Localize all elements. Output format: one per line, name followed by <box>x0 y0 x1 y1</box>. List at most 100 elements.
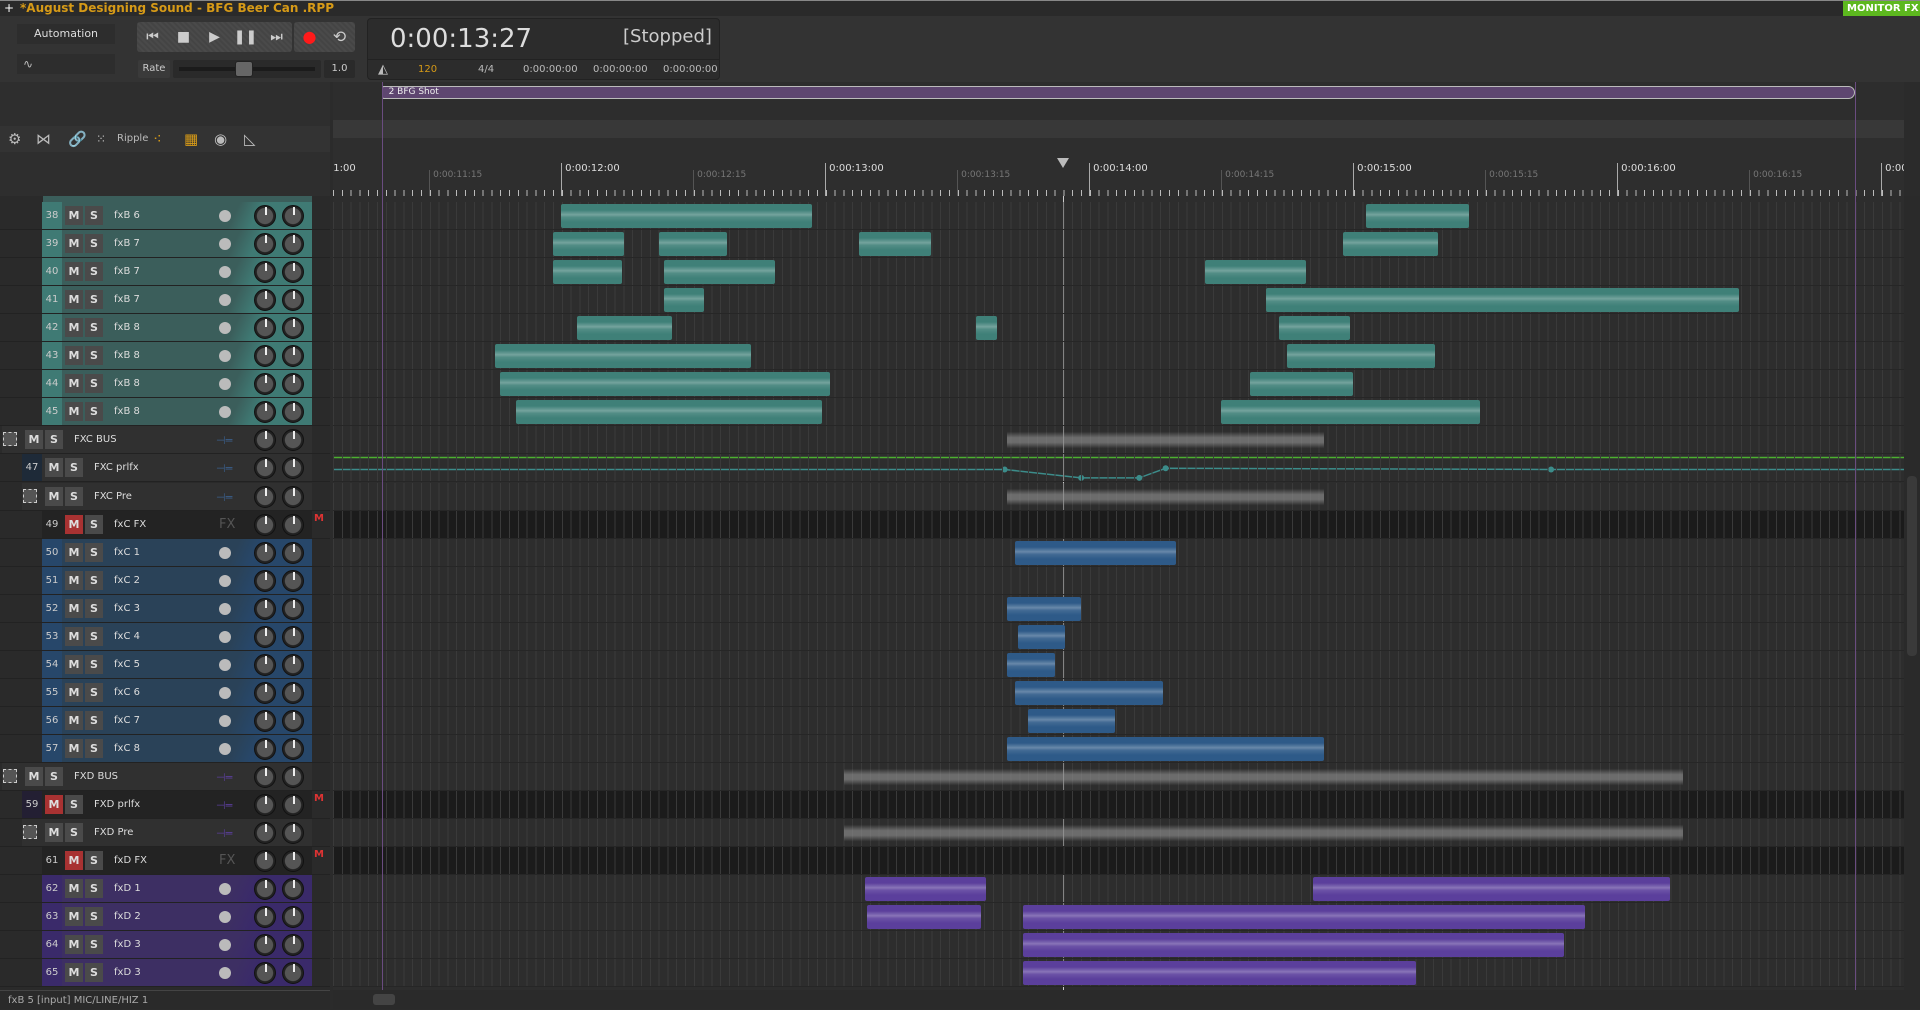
folder-waveform[interactable] <box>1007 428 1324 453</box>
volume-knob[interactable] <box>254 513 276 536</box>
folder-icon[interactable] <box>3 769 17 783</box>
record-arm-button[interactable] <box>219 602 231 615</box>
pan-knob[interactable] <box>282 625 304 648</box>
record-arm-button[interactable] <box>219 658 231 671</box>
pan-knob[interactable] <box>282 261 304 284</box>
timeline-ruler[interactable]: 0:00:11:00 0:00:12:00 0:00:13:00 0:00:14:00… <box>333 138 1904 196</box>
volume-knob[interactable] <box>254 373 276 396</box>
mute-button[interactable]: M <box>65 907 83 927</box>
media-item[interactable] <box>1028 708 1116 733</box>
routing-icon[interactable]: ⊣═ <box>216 827 233 841</box>
repeat-icon[interactable]: ⟲ <box>332 27 347 46</box>
media-item[interactable] <box>553 232 625 257</box>
record-icon[interactable]: ● <box>302 27 317 46</box>
go-to-start-icon[interactable]: ⏮ <box>146 29 159 45</box>
envelope-points-icon[interactable]: ⁖ <box>153 130 162 148</box>
volume-knob[interactable] <box>254 737 276 760</box>
solo-button[interactable]: S <box>85 234 103 254</box>
track-lane[interactable] <box>333 650 1904 679</box>
media-item[interactable] <box>1017 624 1066 649</box>
snap-grid-icon[interactable]: ▦ <box>184 130 199 148</box>
track-name[interactable]: fxC 3 <box>114 602 140 614</box>
horizontal-scrollbar[interactable] <box>333 990 1920 1009</box>
solo-button[interactable]: S <box>65 795 83 815</box>
pan-knob[interactable] <box>282 794 304 817</box>
track-lane[interactable] <box>333 594 1904 623</box>
pan-knob[interactable] <box>282 737 304 760</box>
folder-waveform[interactable] <box>843 821 1684 846</box>
mute-button[interactable]: M <box>65 262 83 282</box>
mute-button[interactable]: M <box>65 206 83 225</box>
media-item[interactable] <box>500 372 831 397</box>
pan-knob[interactable] <box>282 289 304 312</box>
media-item[interactable] <box>1007 652 1055 677</box>
automation-mode-button[interactable]: Automation <box>17 24 115 44</box>
pan-knob[interactable] <box>282 345 304 368</box>
track-lane[interactable] <box>333 903 1904 932</box>
mute-button[interactable]: M <box>65 514 83 534</box>
track-lane[interactable] <box>333 426 1904 455</box>
go-to-end-icon[interactable]: ⏭ <box>270 29 283 45</box>
selection-length[interactable]: 0:00:00:00 <box>663 64 718 75</box>
track-row[interactable]: M S FXD Pre ⊣═ <box>0 819 330 848</box>
solo-button[interactable]: S <box>85 851 103 871</box>
mute-button[interactable]: M <box>65 290 83 310</box>
track-name[interactable]: FXD prlfx <box>94 799 141 811</box>
track-lane[interactable] <box>333 791 1904 820</box>
track-name[interactable]: fxB 8 <box>114 378 140 390</box>
time-signature[interactable]: 4/4 <box>478 64 495 75</box>
solo-button[interactable]: S <box>85 542 103 562</box>
media-item[interactable] <box>1342 232 1438 257</box>
media-item[interactable] <box>1313 877 1670 902</box>
monitor-fx-button[interactable]: MONITOR FX ⏻ <box>1843 1 1920 30</box>
mute-button[interactable]: M <box>65 935 83 955</box>
rate-slider-handle[interactable] <box>235 61 253 77</box>
metronome-toggle-icon[interactable]: ◉ <box>214 130 228 148</box>
folder-icon[interactable] <box>23 488 37 503</box>
media-item[interactable] <box>553 260 622 285</box>
pause-icon[interactable]: ❚❚ <box>233 29 258 45</box>
folder-icon[interactable] <box>3 432 17 447</box>
rate-value[interactable]: 1.0 <box>324 60 355 78</box>
playhead-marker-icon[interactable] <box>1056 158 1069 168</box>
mute-button[interactable]: M <box>45 823 63 843</box>
solo-button[interactable]: S <box>85 682 103 702</box>
track-name[interactable]: fxC 5 <box>114 658 140 670</box>
track-name[interactable]: fxB 8 <box>114 406 140 418</box>
record-arm-button[interactable] <box>219 714 231 727</box>
media-item[interactable] <box>1015 540 1177 565</box>
track-name[interactable]: FXC prlfx <box>94 462 139 474</box>
solo-button[interactable]: S <box>85 206 103 225</box>
track-name[interactable]: fxD 2 <box>114 911 141 923</box>
track-lane[interactable] <box>333 734 1904 763</box>
record-arm-button[interactable] <box>219 939 231 952</box>
mute-button[interactable]: M <box>45 458 63 478</box>
pan-knob[interactable] <box>282 317 304 340</box>
record-arm-button[interactable] <box>219 742 231 755</box>
record-arm-button[interactable] <box>219 630 231 643</box>
track-name[interactable]: fxD 3 <box>114 967 141 979</box>
volume-knob[interactable] <box>254 233 276 256</box>
pan-knob[interactable] <box>282 878 304 901</box>
mute-button[interactable]: M <box>65 738 83 758</box>
record-arm-button[interactable] <box>219 546 231 559</box>
ripple-grid-icon[interactable]: ⁙ <box>96 132 107 146</box>
track-name[interactable]: fxB 7 <box>114 238 140 250</box>
routing-icon[interactable]: ⊣═ <box>216 771 233 784</box>
media-item[interactable] <box>867 905 981 930</box>
pan-knob[interactable] <box>282 653 304 676</box>
record-arm-button[interactable] <box>219 967 231 980</box>
track-name[interactable]: fxC FX <box>114 518 147 530</box>
mute-button[interactable]: M <box>65 374 83 394</box>
track-lane[interactable] <box>333 538 1904 567</box>
media-item[interactable] <box>1250 372 1354 397</box>
link-icon[interactable]: 🔗 <box>68 130 87 148</box>
record-arm-button[interactable] <box>219 574 231 587</box>
volume-knob[interactable] <box>254 317 276 340</box>
record-arm-button[interactable] <box>219 322 231 335</box>
